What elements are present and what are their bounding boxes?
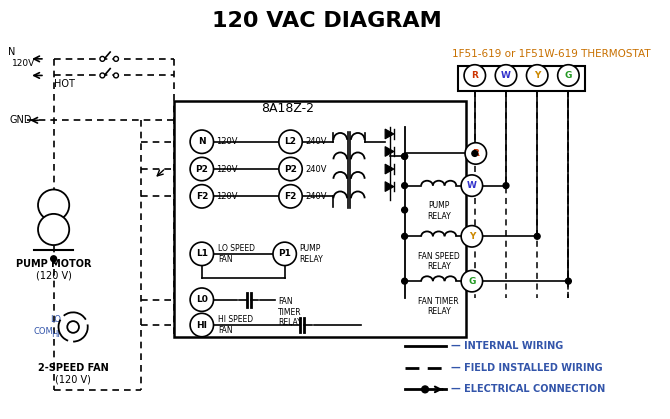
Text: 120 VAC DIAGRAM: 120 VAC DIAGRAM (212, 11, 442, 31)
Circle shape (279, 130, 302, 153)
Circle shape (565, 278, 572, 284)
Text: FAN SPEED
RELAY: FAN SPEED RELAY (418, 252, 460, 272)
Circle shape (402, 153, 407, 159)
Circle shape (461, 225, 482, 247)
Text: G: G (468, 277, 476, 286)
Circle shape (190, 185, 214, 208)
Text: W: W (467, 181, 477, 190)
Circle shape (38, 189, 69, 221)
Text: 1F51-619 or 1F51W-619 THERMOSTAT: 1F51-619 or 1F51W-619 THERMOSTAT (452, 49, 650, 59)
Circle shape (421, 386, 429, 393)
Circle shape (503, 183, 509, 189)
Text: PUMP
RELAY: PUMP RELAY (299, 244, 323, 264)
Circle shape (190, 288, 214, 311)
Text: 240V: 240V (305, 192, 327, 201)
Circle shape (51, 256, 56, 261)
Polygon shape (385, 182, 394, 191)
Circle shape (100, 73, 105, 78)
Circle shape (279, 185, 302, 208)
Text: P2: P2 (284, 165, 297, 173)
Text: — ELECTRICAL CONNECTION: — ELECTRICAL CONNECTION (452, 384, 606, 394)
Circle shape (279, 158, 302, 181)
Circle shape (38, 214, 69, 245)
Circle shape (402, 233, 407, 239)
Text: LO: LO (50, 315, 61, 324)
Text: HI: HI (196, 321, 207, 329)
Text: 8A18Z-2: 8A18Z-2 (261, 102, 314, 115)
Text: F2: F2 (196, 192, 208, 201)
Circle shape (464, 65, 486, 86)
Circle shape (527, 65, 548, 86)
Circle shape (402, 278, 407, 284)
Text: 240V: 240V (305, 137, 327, 146)
Text: Y: Y (534, 71, 541, 80)
Circle shape (461, 270, 482, 292)
Text: — FIELD INSTALLED WIRING: — FIELD INSTALLED WIRING (452, 363, 603, 373)
Text: LO SPEED
FAN: LO SPEED FAN (218, 244, 255, 264)
Text: R: R (472, 149, 479, 158)
Circle shape (461, 175, 482, 197)
Text: 240V: 240V (305, 165, 327, 173)
Text: L1: L1 (196, 249, 208, 259)
Circle shape (100, 57, 105, 61)
Circle shape (472, 150, 478, 156)
Circle shape (67, 321, 79, 333)
Polygon shape (385, 129, 394, 139)
Circle shape (402, 183, 407, 189)
Text: 2-SPEED FAN: 2-SPEED FAN (38, 363, 109, 373)
Text: N: N (198, 137, 206, 146)
Circle shape (190, 130, 214, 153)
Text: HI SPEED
FAN: HI SPEED FAN (218, 316, 253, 335)
Circle shape (557, 65, 579, 86)
Text: 120V: 120V (11, 59, 35, 68)
Circle shape (465, 143, 486, 164)
Circle shape (402, 207, 407, 213)
Circle shape (190, 158, 214, 181)
Text: FAN
TIMER
RELAY: FAN TIMER RELAY (278, 297, 302, 327)
Text: 120V: 120V (216, 165, 238, 173)
Text: COM: COM (34, 327, 54, 336)
Text: 120V: 120V (216, 192, 238, 201)
Polygon shape (385, 147, 394, 156)
Circle shape (190, 242, 214, 266)
Text: HI: HI (51, 330, 60, 339)
Circle shape (402, 153, 407, 159)
Polygon shape (385, 164, 394, 174)
Text: PUMP MOTOR: PUMP MOTOR (16, 259, 91, 269)
Circle shape (114, 57, 119, 61)
Text: F2: F2 (284, 192, 297, 201)
Text: FAN TIMER
RELAY: FAN TIMER RELAY (418, 297, 459, 316)
Text: L0: L0 (196, 295, 208, 304)
Bar (174, 101, 466, 337)
Text: W: W (501, 71, 511, 80)
Text: N: N (8, 47, 15, 57)
Text: PUMP
RELAY: PUMP RELAY (427, 201, 451, 221)
Circle shape (190, 313, 214, 337)
Text: P1: P1 (278, 249, 291, 259)
Text: R: R (472, 71, 478, 80)
Text: G: G (565, 71, 572, 80)
Text: 120V: 120V (216, 137, 238, 146)
Circle shape (495, 65, 517, 86)
Text: P2: P2 (196, 165, 208, 173)
Text: GND: GND (10, 115, 32, 125)
Circle shape (273, 242, 296, 266)
Bar (458, 66, 585, 91)
Circle shape (114, 73, 119, 78)
Text: (120 V): (120 V) (36, 270, 72, 280)
Text: L2: L2 (285, 137, 297, 146)
Text: — INTERNAL WIRING: — INTERNAL WIRING (452, 341, 563, 352)
Text: Y: Y (469, 232, 475, 241)
Circle shape (534, 233, 540, 239)
Text: HOT: HOT (54, 79, 74, 89)
Text: (120 V): (120 V) (55, 375, 91, 385)
